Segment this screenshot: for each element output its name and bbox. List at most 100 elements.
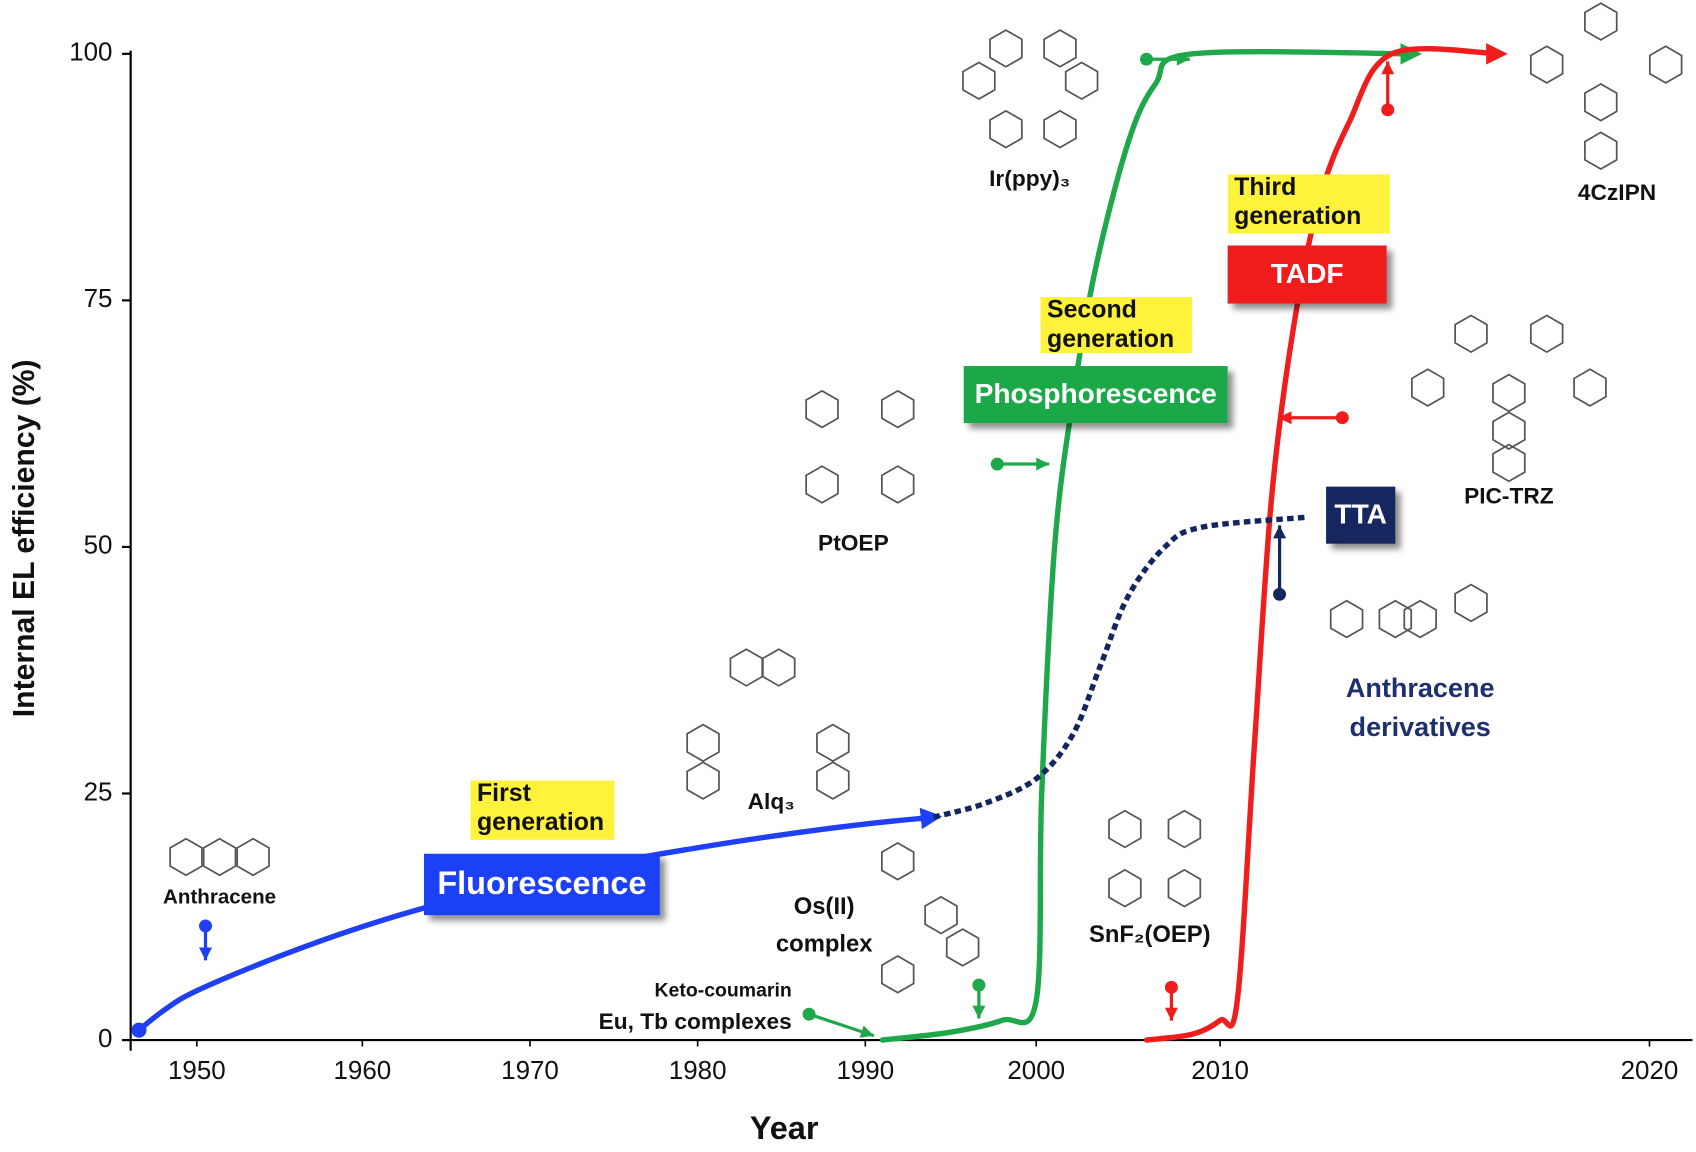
pointer-head [859,1025,874,1038]
annotation: Os(II) [794,894,855,920]
pointer-dot [1273,587,1287,601]
pointer-head [972,1005,986,1019]
molecule-ring [1648,45,1683,84]
molecule-ring [880,955,915,994]
generation-label: First [477,780,531,807]
annotation: derivatives [1350,712,1491,742]
molecule-icon [880,842,980,994]
molecule-ring [924,895,958,935]
pointer-arrow [990,457,1050,471]
molecule-ring [1043,29,1077,68]
y-tick-label: 50 [84,532,113,560]
y-tick-label: 75 [84,285,113,313]
annotation: 4CzIPN [1578,179,1656,205]
molecule-ring [1529,45,1564,84]
molecule-icon [686,648,850,800]
x-tick-label: 1990 [836,1057,894,1085]
x-axis-label: Year [750,1110,819,1146]
pointer-arrow [1140,52,1190,66]
pointer-arrow [802,1007,875,1038]
x-tick-label: 2010 [1191,1057,1249,1085]
pointer-dot [1335,411,1349,425]
molecule-ring [816,761,850,800]
pointer-head [1278,411,1292,425]
molecule-ring [1454,314,1488,354]
pointer-head [199,947,212,961]
series-name: Fluorescence [437,865,646,901]
molecule-icon [1529,2,1683,171]
molecule-ring [1108,868,1142,908]
y-tick-label: 0 [98,1025,112,1053]
molecule-ring [1454,583,1488,623]
molecule-ring [1584,82,1618,122]
series-name: TADF [1271,258,1344,289]
molecule-icon [805,389,915,504]
y-tick-label: 25 [84,778,113,806]
pointer-dot [972,978,986,992]
annotation: SnF₂(OEP) [1089,922,1211,948]
annotation: Eu, Tb complexes [599,1008,792,1034]
annotation: complex [776,932,873,958]
series-box [1227,245,1387,304]
molecule-ring [989,109,1023,149]
series-box [1326,486,1396,544]
molecule-ring [1584,2,1618,41]
molecule-ring [1064,61,1099,101]
annotation: Alq₃ [748,788,795,814]
x-tick-label: 1980 [669,1057,727,1085]
pointer-head [1381,61,1395,75]
molecule-ring [962,61,996,101]
series-line [136,807,943,1033]
molecule-ring [1329,599,1364,639]
molecule-ring [1492,443,1526,483]
molecule-ring [1167,868,1202,908]
generation-box [1227,174,1390,234]
generation-box [470,780,615,840]
pointer-head [1164,1007,1178,1021]
molecule-ring [989,29,1023,68]
molecule-ring [686,761,720,800]
molecule-ring [1492,411,1526,450]
molecule-ring [1167,809,1202,849]
annotation: PtOEP [818,530,889,556]
molecule-ring [880,465,915,504]
pointer-dot [802,1007,816,1021]
molecule-ring [686,723,720,763]
generation-box [1040,297,1192,354]
molecule-ring [169,837,203,877]
molecule-ring [880,842,915,881]
generation-label: generation [477,809,604,836]
pointer-arrow [1381,61,1395,117]
annotation: Anthracene [1346,673,1495,703]
molecule-icon [169,837,270,877]
pointer-arrow [199,919,212,961]
pointer-dot [1381,103,1395,117]
series-name: Phosphorescence [975,378,1217,409]
pointer-arrow [1273,525,1287,601]
annotation: Ir(ppy)₃ [989,165,1070,191]
molecule-ring [202,837,237,877]
molecule-ring [729,648,764,687]
y-tick-label: 100 [69,39,112,67]
pointer-head [1036,457,1050,471]
molecule-ring [1043,109,1077,149]
molecule-icon [962,29,1099,149]
molecule-icon [1108,809,1202,908]
pointer-head [1176,52,1190,66]
molecule-icon [1329,583,1488,639]
series-box [963,366,1228,424]
series-line [932,514,1307,820]
molecule-ring [236,837,270,877]
molecule-ring [1573,368,1607,407]
generation-label: Second [1047,297,1137,324]
y-axis-label: Internal EL efficiency (%) [8,359,41,717]
x-tick-label: 2020 [1621,1057,1679,1085]
start-dot [131,1022,147,1038]
annotation: Keto-coumarin [655,980,792,1002]
x-tick-label: 2000 [1007,1057,1065,1085]
pointer-arrow [1278,411,1349,425]
molecule-ring [1529,314,1564,354]
series-line [879,43,1423,1043]
generation-label: Third [1234,174,1296,201]
